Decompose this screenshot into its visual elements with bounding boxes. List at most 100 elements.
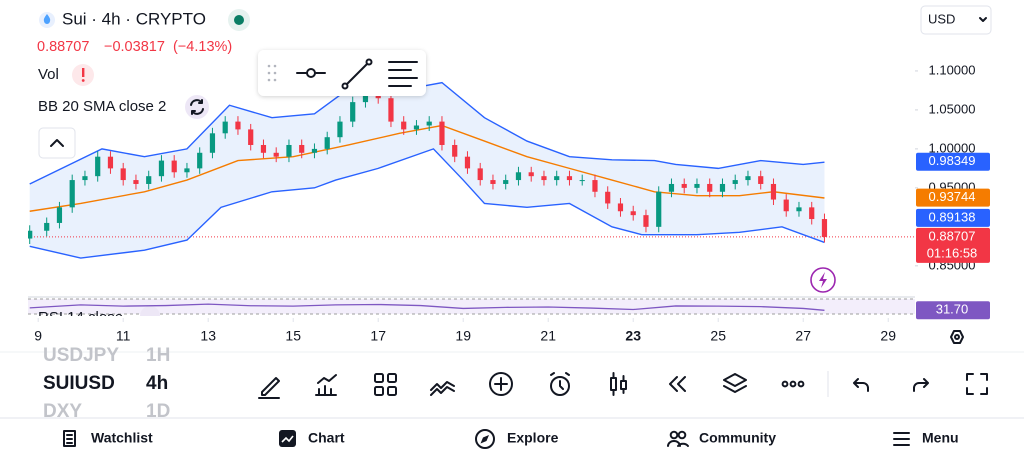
candle-body bbox=[388, 98, 394, 122]
candle-body bbox=[222, 121, 228, 134]
price-badge bbox=[916, 188, 990, 207]
nav-community[interactable]: Community bbox=[667, 430, 776, 447]
price-change-percent: (−4.13%) bbox=[173, 39, 232, 55]
nav-label: Explore bbox=[507, 430, 559, 446]
price-badge-label: 0.89138 bbox=[929, 209, 976, 224]
watchlist-interval[interactable]: 1D bbox=[146, 401, 170, 422]
candle-body bbox=[401, 121, 407, 130]
price-pane bbox=[28, 81, 915, 259]
x-tick-label: 25 bbox=[710, 328, 726, 344]
candle-body bbox=[503, 180, 509, 184]
countdown-label: 01:16:58 bbox=[927, 245, 978, 260]
nav-chart[interactable]: Chart bbox=[279, 430, 345, 447]
nav-menu[interactable]: Menu bbox=[893, 430, 959, 446]
chart-type-tool[interactable] bbox=[610, 372, 627, 396]
candle-body bbox=[95, 156, 101, 177]
more-tools[interactable] bbox=[388, 61, 418, 87]
band-fill bbox=[29, 82, 825, 259]
floating-toolbar bbox=[258, 50, 426, 96]
watchlist-strip[interactable]: USDJPY 1H SUIUSD 4h DXY 1D bbox=[43, 345, 170, 422]
nav-label: Community bbox=[699, 430, 776, 446]
indicators-tool[interactable] bbox=[315, 374, 337, 396]
candle-body bbox=[324, 137, 330, 149]
candle-body bbox=[528, 172, 534, 177]
draw-tool[interactable] bbox=[258, 377, 280, 399]
compare-tool[interactable] bbox=[430, 381, 455, 396]
candle-body bbox=[694, 183, 700, 188]
candle-body bbox=[745, 176, 751, 181]
symbol-drop bbox=[43, 14, 51, 24]
rsi-settings-icon[interactable] bbox=[140, 306, 160, 326]
candle-body bbox=[566, 176, 573, 181]
bb-line bbox=[29, 148, 825, 259]
candle-body bbox=[337, 121, 343, 138]
fullscreen-button[interactable] bbox=[966, 373, 988, 395]
watchlist-interval[interactable]: 1H bbox=[146, 345, 170, 366]
candle-body bbox=[630, 211, 636, 216]
y-tick-label: 1.00000 bbox=[929, 140, 976, 155]
candle-body bbox=[439, 121, 445, 145]
watchlist-symbol[interactable]: DXY bbox=[43, 401, 82, 422]
bb-line bbox=[29, 81, 825, 185]
nav-watchlist[interactable]: Watchlist bbox=[63, 430, 153, 447]
candle-body bbox=[107, 156, 114, 169]
candle-body bbox=[707, 183, 713, 192]
add-tool[interactable] bbox=[489, 372, 513, 396]
y-tick-label: 1.10000 bbox=[929, 62, 976, 77]
candle-body bbox=[197, 152, 203, 169]
price-badge bbox=[916, 208, 990, 227]
active-symbol[interactable]: SUIUSD bbox=[43, 373, 115, 394]
candle-body bbox=[184, 168, 190, 173]
active-interval[interactable]: 4h bbox=[146, 373, 168, 394]
candle-body bbox=[82, 176, 88, 181]
more-tool[interactable] bbox=[781, 380, 805, 388]
candle-body bbox=[44, 222, 50, 231]
candle-body bbox=[375, 94, 381, 99]
price-badge bbox=[916, 152, 990, 171]
candle-body bbox=[171, 160, 177, 173]
indicator-legend: BB 20 SMA close 2 bbox=[38, 98, 166, 115]
alert-tool[interactable] bbox=[550, 372, 570, 396]
collapse-legend[interactable] bbox=[38, 127, 76, 159]
x-tick-label: 13 bbox=[200, 328, 216, 344]
candle-body bbox=[452, 144, 458, 157]
indicator-reload[interactable] bbox=[185, 95, 209, 119]
undo-button[interactable] bbox=[853, 378, 869, 392]
redo-button[interactable] bbox=[913, 378, 929, 392]
candle-body bbox=[146, 176, 152, 184]
candle-body bbox=[120, 168, 126, 181]
rsi-legend: RSI 14 close bbox=[38, 309, 123, 326]
trend-line-tool[interactable] bbox=[341, 58, 373, 90]
rsi-pane: RSI 14 close bbox=[28, 298, 915, 326]
alert-button[interactable] bbox=[810, 267, 836, 293]
candle-body bbox=[28, 230, 33, 239]
x-tick-label: 17 bbox=[370, 328, 386, 344]
nav-label: Menu bbox=[922, 430, 959, 446]
candle-body bbox=[592, 180, 598, 192]
nav-explore[interactable]: Explore bbox=[475, 429, 559, 449]
candle-body bbox=[133, 180, 139, 184]
x-tick-label: 19 bbox=[455, 328, 471, 344]
candle-body bbox=[554, 176, 560, 181]
candle-body bbox=[56, 207, 63, 223]
candle-body bbox=[273, 152, 279, 157]
watchlist-symbol[interactable]: USDJPY bbox=[43, 345, 119, 366]
warning-mark bbox=[82, 68, 85, 77]
rsi-band bbox=[28, 299, 915, 314]
x-tick-label: 9 bbox=[34, 328, 42, 344]
y-tick-label: 1.05000 bbox=[929, 101, 976, 116]
layouts-tool[interactable] bbox=[374, 373, 397, 396]
nav-label: Watchlist bbox=[91, 430, 153, 446]
objects-tool[interactable] bbox=[723, 373, 747, 393]
candle-body bbox=[299, 144, 305, 153]
candle-body bbox=[515, 172, 522, 181]
drag-handle[interactable] bbox=[267, 64, 277, 82]
x-tick-label: 21 bbox=[540, 328, 556, 344]
replay-tool[interactable] bbox=[669, 376, 686, 392]
market-status-dot bbox=[234, 15, 244, 25]
time-axis: 9 11 13 15 17 19 21 23 25 27 29 bbox=[34, 318, 896, 344]
horizontal-line-tool[interactable] bbox=[296, 68, 326, 78]
axis-settings[interactable] bbox=[950, 330, 964, 344]
candle-body bbox=[426, 121, 432, 126]
currency-select[interactable]: USD bbox=[920, 5, 992, 35]
